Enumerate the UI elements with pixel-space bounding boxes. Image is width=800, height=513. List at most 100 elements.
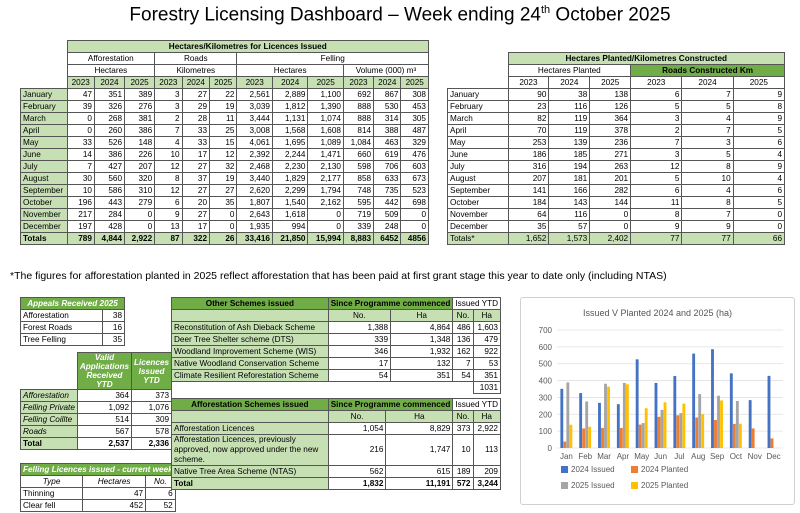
table-cell: 10 — [681, 172, 734, 185]
table-cell: 3,008 — [236, 124, 273, 137]
bar-2025-issued — [735, 400, 739, 448]
table-cell: 858 — [342, 172, 375, 185]
table-cell: 276 — [124, 100, 156, 113]
table-cell: 8 — [681, 160, 734, 173]
legend-swatch — [561, 482, 568, 489]
appeals-label: Forest Roads — [19, 321, 104, 334]
sub-volume: Volume (000) m³ — [342, 64, 430, 77]
table-cell: 7 — [681, 88, 734, 101]
felling-hectares: 47 — [82, 487, 147, 500]
table-cell: 2,922 — [124, 232, 156, 245]
table-cell: 867 — [373, 88, 402, 101]
table-cell: 9 — [154, 208, 183, 221]
month-label: January — [447, 88, 509, 101]
table-cell: 39 — [66, 100, 95, 113]
month-label: November — [447, 208, 509, 221]
month-row: February 39 326 276 3 29 19 3,039 1,812 1,390 888 5… — [20, 100, 429, 113]
year-header: 2023 — [342, 76, 375, 89]
table-cell: 595 — [342, 196, 375, 209]
table-cell: 3 — [630, 112, 683, 125]
table-cell: 7 — [681, 124, 734, 137]
table-cell: 0 — [732, 208, 786, 221]
table-cell: 27 — [181, 184, 211, 197]
month-row: September 141 166 282 6 4 6 — [447, 184, 786, 197]
scheme-row: Afforestation Licences, previously appro… — [171, 434, 501, 466]
appeals-value: 38 — [102, 309, 125, 322]
table-cell: 35 — [209, 196, 238, 209]
appeals-value: 16 — [102, 321, 125, 334]
table-cell: 38 — [548, 88, 591, 101]
bar-2025-planted — [738, 423, 742, 448]
x-tick-label: Feb — [578, 452, 592, 461]
bar-2025-planted — [569, 424, 573, 448]
totals-row: Totals* 1,652 1,573 2,402 77 77 66 — [447, 232, 786, 245]
table-cell: 11 — [209, 112, 238, 125]
table-cell: 305 — [400, 112, 429, 125]
table-cell: 26 — [209, 232, 238, 245]
bar-2025-issued — [622, 382, 626, 448]
table-cell: 284 — [93, 208, 126, 221]
licences-table-header: Hectares/Kilometres for Licences Issued — [66, 40, 429, 53]
bar-2025-planted — [607, 386, 610, 448]
table-cell: 4856 — [400, 232, 429, 245]
sub-kilometres: Kilometres — [154, 64, 238, 77]
table-cell: 13 — [154, 220, 183, 233]
table-cell: 562 — [327, 465, 387, 478]
table-cell: 2,537 — [76, 437, 133, 450]
table-cell: 9 — [732, 88, 786, 101]
table-cell: 209 — [472, 465, 501, 478]
other-schemes-table: Other Schemes issued Since Programme com… — [171, 297, 501, 394]
month-label: May — [447, 136, 509, 149]
table-cell: 0 — [209, 220, 238, 233]
table-cell: 148 — [124, 136, 156, 149]
table-cell: 2 — [630, 124, 683, 137]
table-cell: 185 — [548, 148, 591, 161]
table-cell: 567 — [76, 425, 133, 438]
table-cell: 141 — [507, 184, 550, 197]
table-cell: 27 — [181, 88, 211, 101]
table-cell: 32 — [209, 160, 238, 173]
year-header: 2024 — [681, 76, 734, 89]
table-cell: 322 — [181, 232, 211, 245]
table-cell: 814 — [342, 124, 375, 137]
col-no: No. — [452, 309, 474, 322]
scheme-row: Deer Tree Shelter scheme (DTS) 339 1,348 13… — [171, 333, 501, 346]
table-cell: 320 — [124, 172, 156, 185]
table-cell: 22 — [209, 88, 238, 101]
table-cell: 1,568 — [271, 124, 309, 137]
table-cell: 633 — [373, 172, 402, 185]
aff-since-header: Since Programme commenced — [327, 398, 454, 411]
table-cell: 27 — [181, 160, 211, 173]
table-cell: 27 — [209, 184, 238, 197]
group-felling: Felling — [236, 52, 429, 65]
afforestation-schemes-table: Afforestation Schemes issued Since Progr… — [171, 398, 501, 490]
month-row: March 82 119 364 3 4 9 — [447, 112, 786, 125]
scheme-name: Total — [171, 477, 329, 490]
table-cell: 9 — [681, 220, 734, 233]
table-cell: 326 — [93, 100, 126, 113]
table-cell: 28 — [181, 112, 211, 125]
row-label: Total — [20, 437, 78, 450]
col-no: No. — [327, 410, 387, 423]
table-cell: 329 — [400, 136, 429, 149]
table-cell: 0 — [124, 220, 156, 233]
bar-2024-issued — [692, 353, 696, 448]
table-cell: 3,440 — [236, 172, 273, 185]
month-label: September — [447, 184, 509, 197]
month-label: February — [20, 100, 68, 113]
table-cell: 509 — [373, 208, 402, 221]
table-cell: 381 — [124, 112, 156, 125]
table-cell: 487 — [400, 124, 429, 137]
table-cell: 25 — [209, 124, 238, 137]
felling-current-week-table: Felling Licences issued - current week T… — [19, 463, 176, 512]
table-cell: 57 — [548, 220, 591, 233]
table-cell: 2,889 — [271, 88, 309, 101]
table-cell: 4 — [732, 148, 786, 161]
table-cell: 12 — [630, 160, 683, 173]
table-cell: 10 — [452, 434, 474, 466]
table-cell: 66 — [732, 232, 786, 245]
table-cell: 47 — [66, 88, 95, 101]
year-header: 2023 — [507, 76, 550, 89]
table-cell: 77 — [681, 232, 734, 245]
planted-table-header: Hectares Planted/Kilometres Constructed — [507, 52, 785, 65]
